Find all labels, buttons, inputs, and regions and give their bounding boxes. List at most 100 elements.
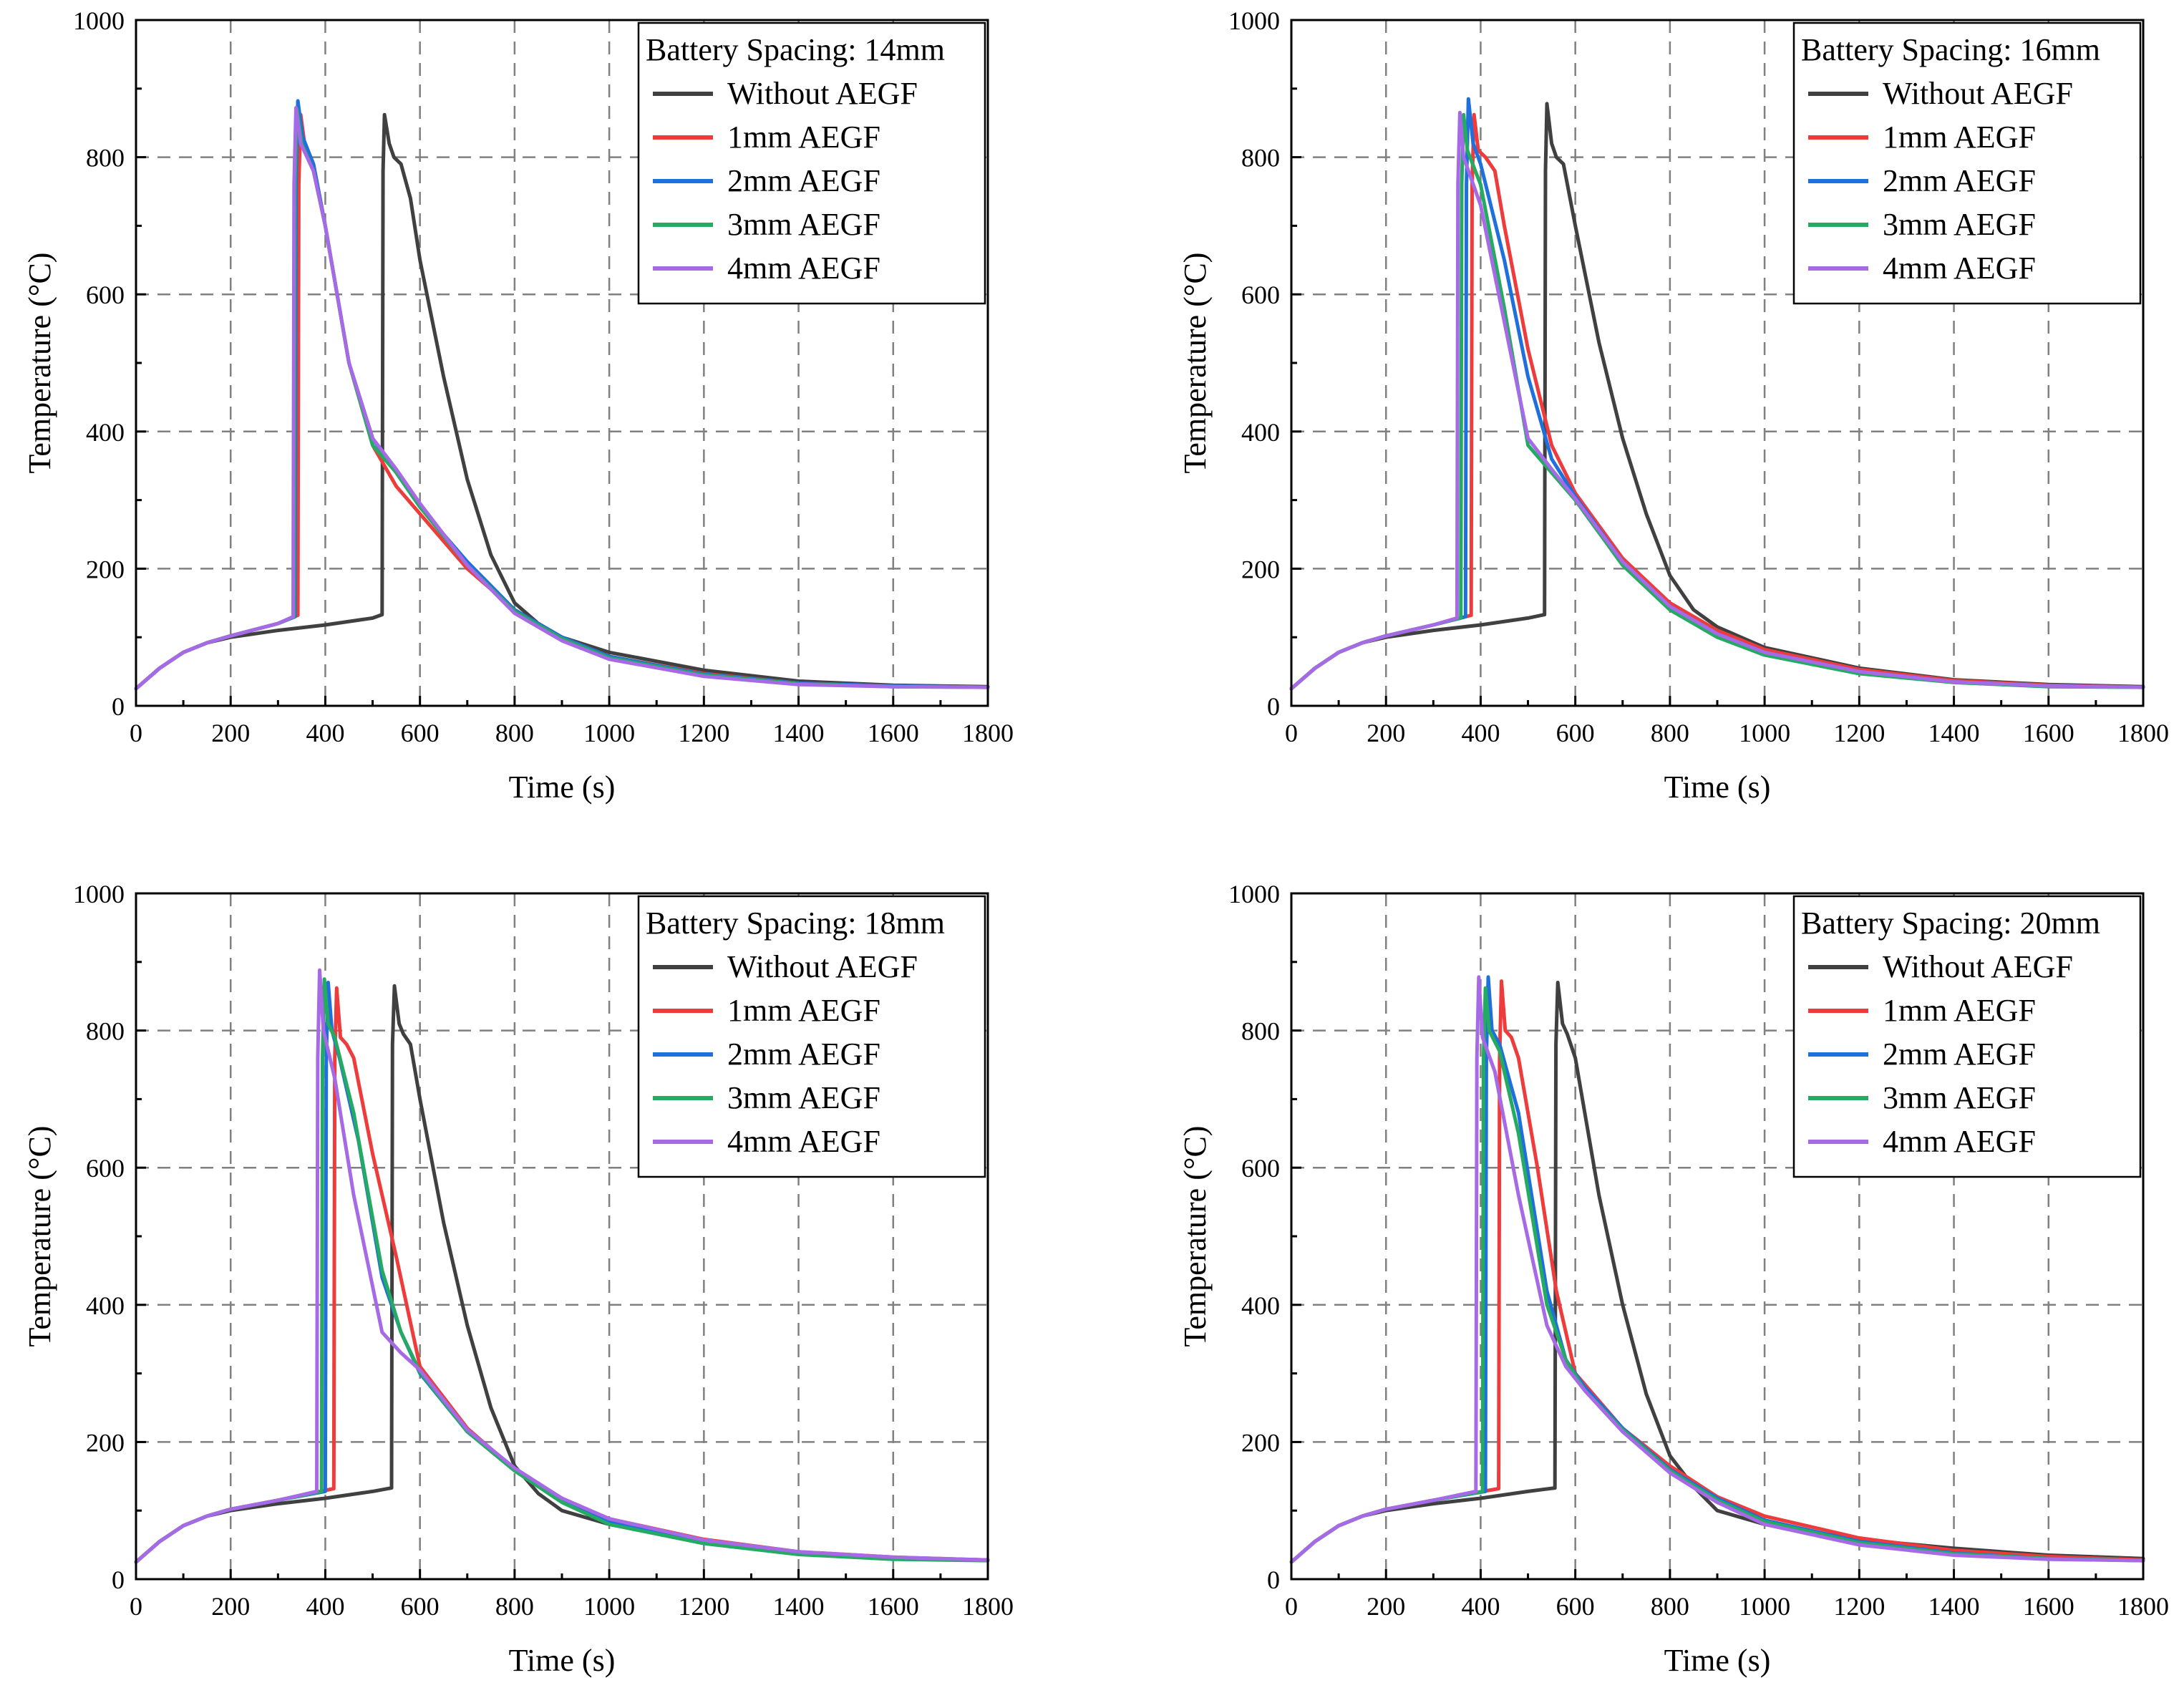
x-tick-label: 400	[306, 1592, 344, 1621]
series-line-without-aegf	[1289, 102, 2145, 691]
legend-entry: Without AEGF	[1883, 76, 2073, 111]
x-tick-label: 1400	[1928, 719, 1980, 747]
legend-entry: 1mm AEGF	[727, 993, 880, 1028]
legend-title: Battery Spacing: 20mm	[1801, 906, 2100, 941]
x-tick-label: 600	[401, 1592, 440, 1621]
y-tick-label: 800	[1241, 144, 1280, 173]
legend-box	[1792, 895, 2142, 1178]
y-axis-title: Temperature (°C)	[1178, 1126, 1213, 1347]
y-tick-label: 600	[1241, 281, 1280, 309]
y-tick-label: 600	[1241, 1154, 1280, 1183]
x-tick-label: 0	[130, 1592, 142, 1621]
x-tick-label: 1000	[1739, 719, 1790, 747]
legend-box	[1792, 21, 2142, 305]
x-axis-title: Time (s)	[1664, 770, 1771, 805]
legend: Battery Spacing: 16mm Without AEGF 1mm AEG…	[1792, 21, 2142, 305]
series-line-aegf-4mm	[134, 968, 990, 1564]
y-tick-label: 600	[86, 281, 125, 309]
x-tick-label: 800	[495, 1592, 534, 1621]
y-axis-title: Temperature (°C)	[22, 1126, 57, 1347]
legend-entry: 3mm AEGF	[1883, 207, 2036, 242]
legend-title: Battery Spacing: 16mm	[1801, 32, 2100, 67]
x-axis-title: Time (s)	[509, 770, 616, 805]
x-tick-label: 800	[1651, 1592, 1689, 1621]
y-tick-label: 0	[1267, 692, 1280, 721]
y-tick-label: 400	[1241, 1291, 1280, 1320]
x-tick-label: 1600	[868, 719, 919, 747]
x-tick-label: 200	[211, 719, 250, 747]
legend-entry: 1mm AEGF	[727, 120, 880, 155]
y-tick-label: 200	[1241, 1428, 1280, 1457]
x-tick-label: 0	[1285, 719, 1298, 747]
y-tick-label: 800	[1241, 1017, 1280, 1046]
y-tick-label: 0	[112, 692, 125, 721]
legend: Battery Spacing: 18mm Without AEGF 1mm AEG…	[637, 895, 986, 1178]
x-tick-label: 1200	[678, 719, 729, 747]
y-tick-label: 200	[1241, 555, 1280, 583]
legend-box	[637, 895, 986, 1178]
x-tick-label: 1400	[773, 1592, 825, 1621]
x-tick-label: 1200	[1833, 1592, 1885, 1621]
x-tick-label: 400	[1461, 1592, 1500, 1621]
y-tick-label: 800	[86, 1017, 125, 1046]
legend-entry: 2mm AEGF	[1883, 1037, 2036, 1072]
y-tick-label: 0	[1267, 1566, 1280, 1594]
y-tick-label: 200	[86, 1428, 125, 1457]
x-tick-label: 0	[1285, 1592, 1298, 1621]
legend-entry: 2mm AEGF	[727, 1037, 880, 1072]
series-line-without-aegf	[134, 112, 990, 691]
legend-entry: Without AEGF	[727, 76, 918, 111]
legend-title: Battery Spacing: 18mm	[646, 906, 945, 941]
legend-entry: 3mm AEGF	[727, 207, 880, 242]
y-axis-title: Temperature (°C)	[1178, 253, 1213, 474]
x-tick-label: 1200	[1833, 719, 1885, 747]
legend: Battery Spacing: 14mm Without AEGF 1mm AEG…	[637, 21, 986, 305]
legend-entry: 2mm AEGF	[1883, 163, 2036, 198]
legend-entry: 1mm AEGF	[1883, 993, 2036, 1028]
x-tick-label: 0	[130, 719, 142, 747]
x-tick-label: 1400	[1928, 1592, 1980, 1621]
x-tick-label: 1000	[583, 1592, 635, 1621]
x-tick-label: 600	[1556, 719, 1595, 747]
legend-box	[637, 21, 986, 305]
x-tick-label: 200	[211, 1592, 250, 1621]
x-axis-title: Time (s)	[509, 1643, 616, 1678]
y-tick-label: 1000	[73, 6, 125, 35]
y-tick-label: 600	[86, 1154, 125, 1183]
x-tick-label: 1600	[2023, 1592, 2074, 1621]
y-tick-label: 200	[86, 555, 125, 583]
legend-title: Battery Spacing: 14mm	[646, 32, 945, 67]
chart-panel-1: 0 200 400 600 800 1000 1200 1400 1600 1800 0 200 400…	[22, 6, 1014, 805]
x-tick-label: 800	[1651, 719, 1689, 747]
x-tick-label: 200	[1367, 1592, 1405, 1621]
x-tick-label: 1200	[678, 1592, 729, 1621]
y-tick-label: 400	[86, 418, 125, 447]
chart-panel-4: 0 200 400 600 800 1000 1200 1400 1600 1800 0 200 400…	[1178, 880, 2169, 1678]
x-tick-label: 400	[306, 719, 344, 747]
x-tick-label: 1400	[773, 719, 825, 747]
legend-entry: Without AEGF	[727, 949, 918, 984]
x-tick-label: 600	[1556, 1592, 1595, 1621]
x-tick-label: 1800	[962, 719, 1014, 747]
y-tick-label: 400	[86, 1291, 125, 1320]
legend-entry: 4mm AEGF	[727, 1124, 880, 1159]
y-axis-title: Temperature (°C)	[22, 253, 57, 474]
y-tick-label: 400	[1241, 418, 1280, 447]
legend-entry: Without AEGF	[1883, 949, 2073, 984]
chart-panel-3: 0 200 400 600 800 1000 1200 1400 1600 1800 0 200 400…	[22, 880, 1014, 1678]
x-tick-label: 1800	[2117, 1592, 2169, 1621]
y-tick-label: 1000	[1228, 880, 1280, 908]
x-tick-label: 800	[495, 719, 534, 747]
x-tick-label: 600	[401, 719, 440, 747]
x-tick-label: 1600	[868, 1592, 919, 1621]
legend-entry: 1mm AEGF	[1883, 120, 2036, 155]
series-line-aegf-4mm	[1289, 975, 2145, 1564]
x-tick-label: 1600	[2023, 719, 2074, 747]
legend-entry: 4mm AEGF	[1883, 1124, 2036, 1159]
chart-panel-2: 0 200 400 600 800 1000 1200 1400 1600 1800 0 200 400…	[1178, 6, 2169, 805]
x-tick-label: 200	[1367, 719, 1405, 747]
x-tick-label: 1800	[2117, 719, 2169, 747]
x-tick-label: 1800	[962, 1592, 1014, 1621]
y-tick-label: 1000	[73, 880, 125, 908]
